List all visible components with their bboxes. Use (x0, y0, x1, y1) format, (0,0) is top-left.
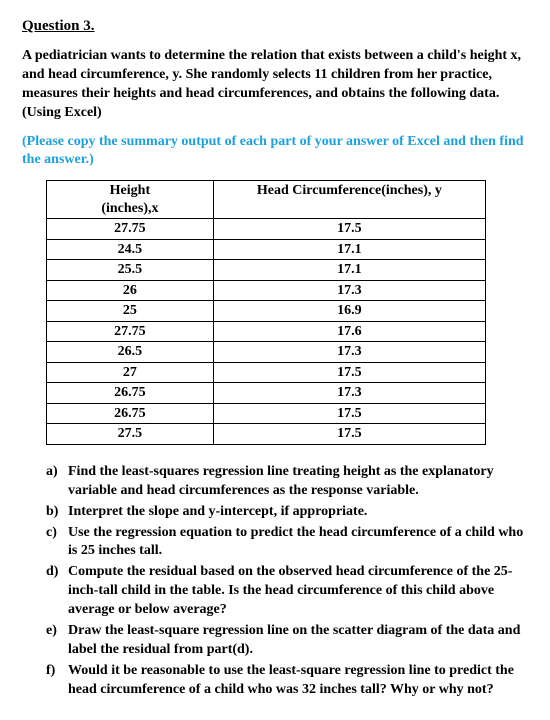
table-row: 26.517.3 (47, 342, 486, 363)
item-text: Find the least-squares regression line t… (68, 464, 494, 498)
table-row: 27.517.5 (47, 424, 486, 445)
intro-paragraph: A pediatrician wants to determine the re… (22, 47, 528, 123)
col1-header-line2: (inches),x (101, 201, 158, 216)
table-row: 24.517.1 (47, 239, 486, 260)
cell-circumference: 17.3 (213, 342, 485, 363)
question-title: Question 3. (22, 18, 528, 35)
table-row: 26.7517.5 (47, 403, 486, 424)
list-item: f)Would it be reasonable to use the leas… (68, 662, 528, 700)
cell-circumference: 17.5 (213, 424, 485, 445)
cell-circumference: 17.5 (213, 403, 485, 424)
item-marker: e) (46, 622, 57, 641)
item-text: Interpret the slope and y-intercept, if … (68, 504, 367, 519)
cell-height: 26.75 (47, 403, 214, 424)
col2-header: Head Circumference(inches), y (213, 181, 485, 219)
item-marker: a) (46, 463, 58, 482)
list-item: d)Compute the residual based on the obse… (68, 563, 528, 620)
table-row: 26.7517.3 (47, 383, 486, 404)
item-marker: b) (46, 503, 58, 522)
col1-header: Height (inches),x (47, 181, 214, 219)
list-item: c)Use the regression equation to predict… (68, 524, 528, 562)
excel-note: (Please copy the summary output of each … (22, 133, 528, 171)
item-text: Compute the residual based on the observ… (68, 564, 512, 617)
cell-height: 27.75 (47, 321, 214, 342)
cell-height: 26.75 (47, 383, 214, 404)
cell-circumference: 17.1 (213, 239, 485, 260)
table-row: 2516.9 (47, 301, 486, 322)
item-text: Use the regression equation to predict t… (68, 525, 523, 559)
cell-circumference: 17.3 (213, 280, 485, 301)
table-row: 2617.3 (47, 280, 486, 301)
item-marker: f) (46, 662, 55, 681)
cell-circumference: 16.9 (213, 301, 485, 322)
item-text: Draw the least-square regression line on… (68, 623, 520, 657)
list-item: a)Find the least-squares regression line… (68, 463, 528, 501)
cell-height: 26.5 (47, 342, 214, 363)
cell-circumference: 17.1 (213, 260, 485, 281)
item-marker: d) (46, 563, 58, 582)
question-list: a) Find the least-squares regression line… (22, 463, 528, 700)
list-item: e)Draw the least-square regression line … (68, 622, 528, 660)
cell-height: 27 (47, 362, 214, 383)
cell-height: 27.5 (47, 424, 214, 445)
cell-circumference: 17.3 (213, 383, 485, 404)
cell-height: 25 (47, 301, 214, 322)
item-marker: c) (46, 524, 57, 543)
col1-header-line1: Height (110, 183, 150, 198)
data-table: Height (inches),x Head Circumference(inc… (46, 180, 486, 445)
table-row: 2717.5 (47, 362, 486, 383)
cell-circumference: 17.6 (213, 321, 485, 342)
cell-height: 25.5 (47, 260, 214, 281)
cell-circumference: 17.5 (213, 362, 485, 383)
cell-height: 24.5 (47, 239, 214, 260)
cell-circumference: 17.5 (213, 219, 485, 240)
list-item: b)Interpret the slope and y-intercept, i… (68, 503, 528, 522)
cell-height: 27.75 (47, 219, 214, 240)
cell-height: 26 (47, 280, 214, 301)
table-row: 27.7517.6 (47, 321, 486, 342)
table-row: 27.7517.5 (47, 219, 486, 240)
table-row: 25.517.1 (47, 260, 486, 281)
item-text: Would it be reasonable to use the least-… (68, 663, 514, 697)
